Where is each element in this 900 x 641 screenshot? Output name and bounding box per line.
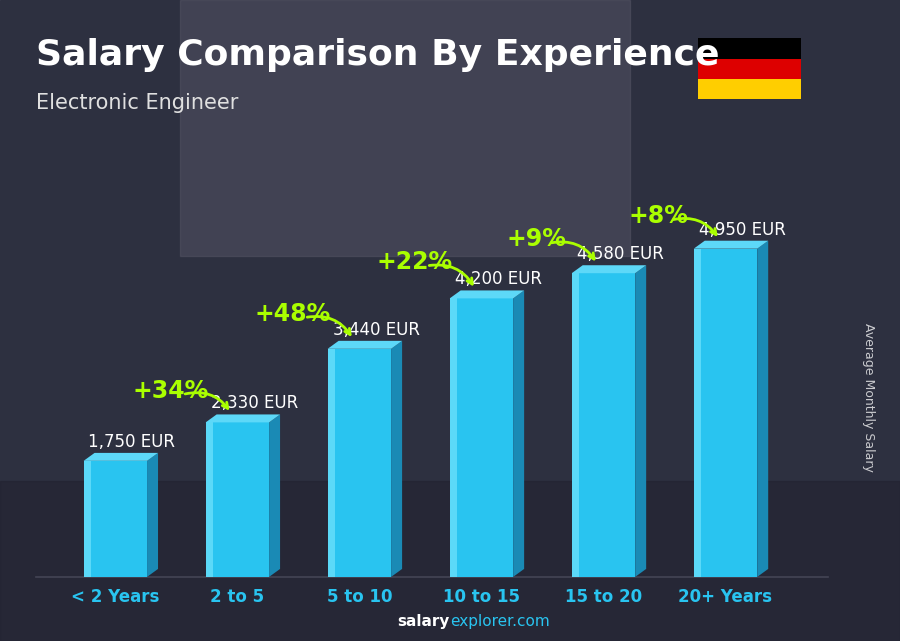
Bar [694,249,701,577]
Polygon shape [84,453,158,461]
Polygon shape [392,341,402,577]
Text: +48%: +48% [254,302,330,326]
Bar [84,461,91,577]
Bar [205,422,213,577]
Polygon shape [450,290,524,299]
Bar [328,349,336,577]
Bar [450,299,457,577]
Polygon shape [635,265,646,577]
Bar [180,0,630,256]
Bar [84,461,147,577]
Text: Salary Comparison By Experience: Salary Comparison By Experience [36,38,719,72]
Bar [328,349,392,577]
Bar [698,38,801,59]
Bar [450,299,513,577]
Text: Average Monthly Salary: Average Monthly Salary [862,323,875,472]
Polygon shape [328,341,402,349]
Text: +9%: +9% [507,228,566,251]
Polygon shape [757,241,769,577]
Bar [698,79,801,99]
Text: 4,950 EUR: 4,950 EUR [698,221,786,238]
Bar [0,481,900,641]
Polygon shape [694,241,769,249]
Bar [572,273,580,577]
Text: 4,580 EUR: 4,580 EUR [577,246,663,263]
Bar [694,249,757,577]
Text: Electronic Engineer: Electronic Engineer [36,93,238,113]
Bar [205,422,269,577]
Text: +8%: +8% [628,204,688,228]
Polygon shape [269,415,280,577]
Bar [698,59,801,79]
Text: salary: salary [398,615,450,629]
Text: explorer.com: explorer.com [450,615,550,629]
Polygon shape [572,265,646,273]
Text: 1,750 EUR: 1,750 EUR [88,433,176,451]
Text: 3,440 EUR: 3,440 EUR [332,321,419,339]
Bar [572,273,635,577]
Polygon shape [513,290,524,577]
Text: +22%: +22% [376,250,453,274]
Polygon shape [205,415,280,422]
Text: 2,330 EUR: 2,330 EUR [211,394,298,412]
Polygon shape [147,453,158,577]
Text: 4,200 EUR: 4,200 EUR [454,271,542,288]
Text: +34%: +34% [132,379,209,403]
